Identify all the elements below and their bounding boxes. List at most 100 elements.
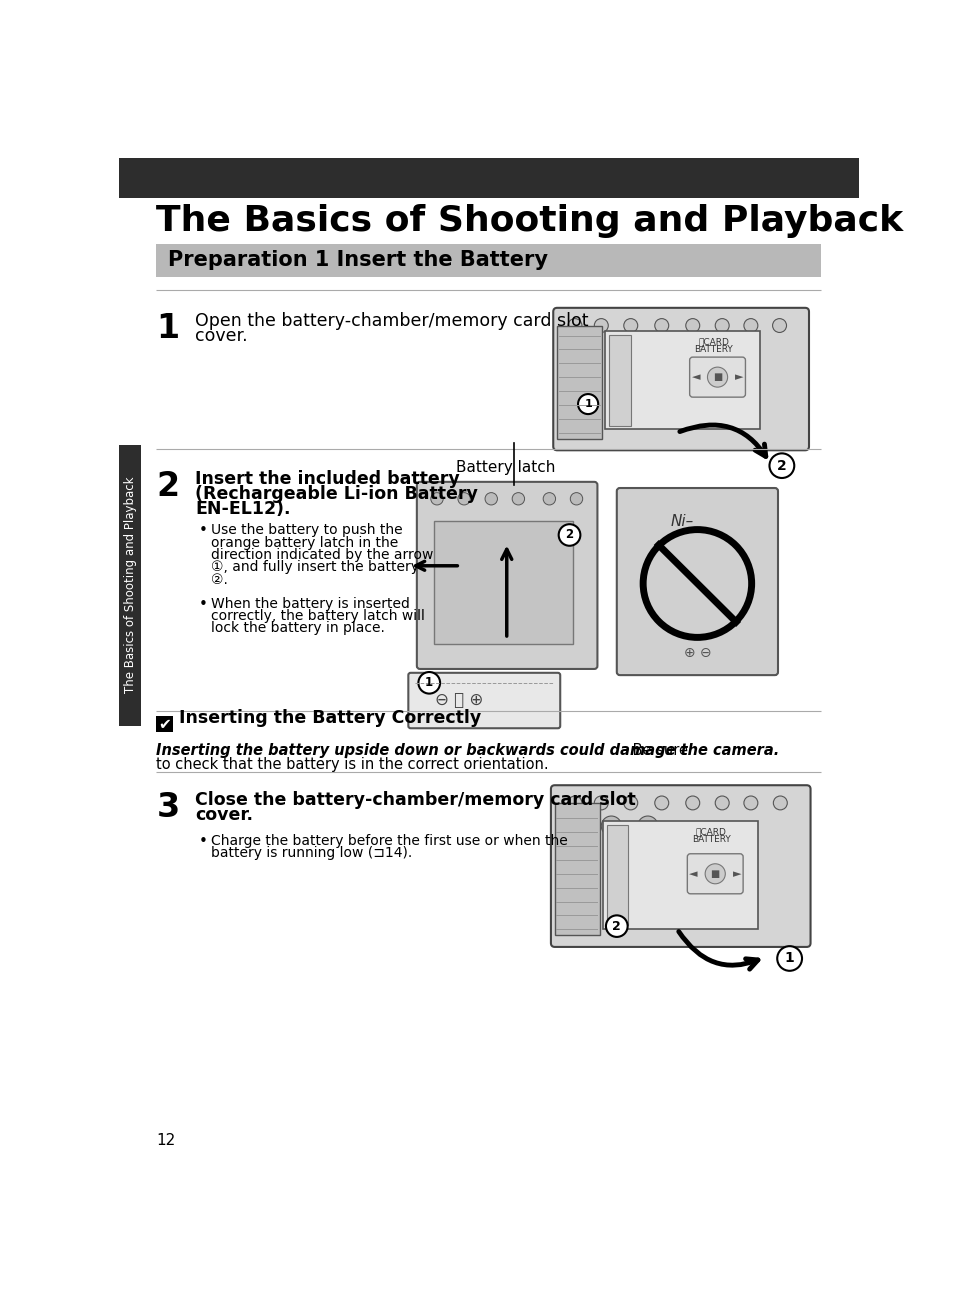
Text: 1: 1 [583,399,592,409]
Text: ⎕CARD: ⎕CARD [698,338,728,346]
FancyBboxPatch shape [689,357,744,397]
FancyArrowPatch shape [501,549,511,636]
Circle shape [685,796,699,809]
Text: 1: 1 [784,951,794,966]
Circle shape [567,796,581,809]
FancyBboxPatch shape [408,673,559,728]
Circle shape [594,796,608,809]
Text: lock the battery in place.: lock the battery in place. [211,622,384,635]
Text: 2: 2 [156,469,179,502]
Circle shape [600,816,620,836]
Text: ◄: ◄ [689,869,697,879]
Circle shape [773,796,786,809]
Text: Use the battery to push the: Use the battery to push the [211,523,402,537]
Text: •: • [199,834,208,849]
FancyBboxPatch shape [416,482,597,669]
Text: ⎕CARD: ⎕CARD [695,828,726,837]
Text: Charge the battery before the first use or when the: Charge the battery before the first use … [211,834,567,848]
FancyBboxPatch shape [553,307,808,451]
Circle shape [743,796,757,809]
FancyArrowPatch shape [678,932,758,970]
Circle shape [743,318,757,332]
Circle shape [623,796,637,809]
Text: 1: 1 [425,677,433,690]
Circle shape [654,318,668,332]
Text: cover.: cover. [195,327,248,346]
Circle shape [715,318,728,332]
Text: 3: 3 [156,791,179,824]
Circle shape [654,796,668,809]
Bar [557,326,601,439]
Circle shape [578,394,598,414]
Text: The Basics of Shooting and Playback: The Basics of Shooting and Playback [124,477,136,694]
Circle shape [542,493,555,505]
Text: ②.: ②. [211,573,228,587]
Text: ✔: ✔ [158,716,171,732]
Text: •: • [199,597,208,611]
Circle shape [570,493,582,505]
Circle shape [484,493,497,505]
Circle shape [707,367,727,388]
Bar [606,825,628,925]
FancyArrowPatch shape [416,561,457,570]
Text: 2: 2 [776,459,786,473]
FancyBboxPatch shape [686,854,742,894]
Text: ►: ► [732,869,740,879]
Circle shape [594,318,608,332]
Text: ◄: ◄ [691,372,700,382]
Text: battery is running low (⊐14).: battery is running low (⊐14). [211,846,412,861]
Text: When the battery is inserted: When the battery is inserted [211,597,409,611]
Text: ⊖ ⓔ ⊕: ⊖ ⓔ ⊕ [435,691,482,708]
Text: Ni–: Ni– [670,514,693,530]
Circle shape [715,796,728,809]
Text: BATTERY: BATTERY [694,344,732,353]
Circle shape [457,493,470,505]
Text: 2: 2 [565,528,573,541]
Text: The Basics of Shooting and Playback: The Basics of Shooting and Playback [156,204,902,238]
Circle shape [512,493,524,505]
Text: Be sure: Be sure [627,742,687,758]
Text: 12: 12 [156,1133,175,1148]
Text: (Rechargeable Li-ion Battery: (Rechargeable Li-ion Battery [195,485,477,503]
Circle shape [605,916,627,937]
Text: ►: ► [734,372,742,382]
Text: ■: ■ [710,869,720,879]
Text: Open the battery-chamber/memory card slot: Open the battery-chamber/memory card slo… [195,311,588,330]
Circle shape [772,318,785,332]
Text: direction indicated by the arrow: direction indicated by the arrow [211,548,433,562]
Bar [434,522,573,644]
FancyBboxPatch shape [617,487,778,675]
Text: ■: ■ [712,372,721,382]
Circle shape [623,318,637,332]
Text: to check that the battery is in the correct orientation.: to check that the battery is in the corr… [156,757,549,771]
Bar [156,716,172,732]
Circle shape [685,318,699,332]
Bar [119,158,858,197]
Text: Close the battery-chamber/memory card slot: Close the battery-chamber/memory card sl… [195,791,636,808]
Text: cover.: cover. [195,805,253,824]
Text: Inserting the Battery Correctly: Inserting the Battery Correctly [179,710,480,727]
Circle shape [558,524,579,545]
Text: •: • [199,523,208,539]
FancyBboxPatch shape [550,786,810,947]
Text: correctly, the battery latch will: correctly, the battery latch will [211,608,424,623]
Text: EN-EL12).: EN-EL12). [195,501,291,518]
Circle shape [704,863,724,884]
Bar [608,335,630,426]
Bar [555,803,599,936]
Circle shape [431,493,443,505]
Circle shape [418,671,439,694]
Text: Inserting the battery upside down or backwards could damage the camera.: Inserting the battery upside down or bac… [156,742,779,758]
Circle shape [777,946,801,971]
Bar [602,821,757,929]
Text: Preparation 1 Insert the Battery: Preparation 1 Insert the Battery [168,250,548,271]
Bar [156,244,821,277]
Circle shape [769,453,794,478]
Text: Insert the included battery: Insert the included battery [195,469,459,487]
Circle shape [567,318,581,332]
Circle shape [637,816,658,836]
Text: BATTERY: BATTERY [691,836,730,845]
FancyArrowPatch shape [679,424,765,456]
Bar [119,445,141,725]
Text: 1: 1 [156,311,179,344]
